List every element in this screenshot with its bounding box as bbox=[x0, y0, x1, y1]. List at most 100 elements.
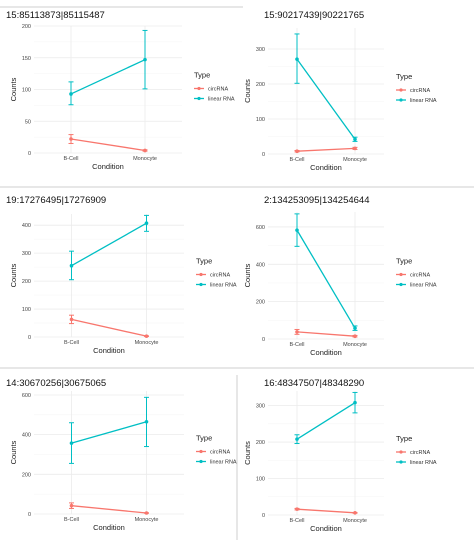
series-line bbox=[296, 402, 356, 440]
legend-label: circRNA bbox=[410, 450, 430, 456]
data-point bbox=[353, 137, 357, 142]
y-tick-label: 200 bbox=[256, 440, 265, 446]
legend-key-point bbox=[199, 272, 203, 277]
series-line bbox=[70, 59, 146, 95]
y-tick-label: 200 bbox=[22, 472, 31, 478]
y-tick-label: 400 bbox=[22, 223, 31, 229]
y-axis-title: Counts bbox=[9, 263, 18, 287]
data-point bbox=[295, 57, 299, 61]
data-point bbox=[353, 146, 357, 151]
y-axis-title: Counts bbox=[243, 263, 252, 287]
y-tick-label: 200 bbox=[22, 279, 31, 285]
legend-key-point bbox=[197, 96, 201, 101]
y-tick-label: 400 bbox=[22, 433, 31, 439]
series-line bbox=[296, 147, 356, 152]
data-point bbox=[69, 263, 74, 268]
legend-key-point bbox=[399, 98, 403, 102]
x-tick-label: B-Cell bbox=[64, 517, 79, 523]
legend-key-point bbox=[399, 272, 403, 277]
x-axis-title: Condition bbox=[310, 163, 342, 172]
x-tick-label: Monocyte bbox=[343, 518, 367, 524]
y-tick-label: 0 bbox=[28, 335, 31, 341]
y-axis-title: Counts bbox=[9, 440, 18, 464]
x-tick-label: B-Cell bbox=[64, 340, 79, 346]
legend-label: linear RNA bbox=[410, 460, 437, 466]
x-axis-title: Condition bbox=[93, 346, 125, 355]
x-axis-title: Condition bbox=[310, 524, 342, 533]
data-point bbox=[144, 334, 149, 338]
data-point bbox=[144, 419, 149, 424]
y-tick-label: 200 bbox=[256, 300, 265, 306]
legend-key-point bbox=[199, 282, 203, 287]
data-point bbox=[295, 507, 299, 511]
data-point bbox=[143, 148, 147, 153]
data-point bbox=[295, 228, 299, 232]
x-tick-label: Monocyte bbox=[343, 157, 367, 163]
x-tick-label: Monocyte bbox=[135, 517, 159, 523]
data-point bbox=[353, 326, 357, 330]
y-tick-label: 100 bbox=[256, 477, 265, 483]
y-tick-label: 0 bbox=[262, 337, 265, 343]
x-tick-label: B-Cell bbox=[64, 156, 79, 162]
legend-label: linear RNA bbox=[210, 283, 237, 289]
legend-key-point bbox=[399, 460, 403, 464]
data-point bbox=[69, 92, 73, 96]
y-tick-label: 50 bbox=[25, 119, 31, 125]
y-tick-label: 0 bbox=[28, 151, 31, 157]
chart-title: 15:85113873|85115487 bbox=[6, 10, 105, 21]
data-point bbox=[353, 400, 357, 405]
chart-title: 19:17276495|17276909 bbox=[6, 195, 106, 206]
legend-label: circRNA bbox=[210, 273, 230, 279]
y-tick-label: 100 bbox=[22, 88, 31, 94]
y-tick-label: 300 bbox=[22, 251, 31, 257]
legend-title: Type bbox=[396, 434, 412, 443]
legend-label: linear RNA bbox=[210, 460, 237, 466]
data-point bbox=[144, 221, 149, 226]
y-tick-label: 150 bbox=[22, 56, 31, 62]
data-point bbox=[69, 317, 74, 322]
y-axis-title: Counts bbox=[243, 79, 252, 103]
series-line bbox=[296, 508, 356, 514]
data-point bbox=[353, 334, 357, 338]
legend-label: circRNA bbox=[208, 87, 228, 93]
x-axis-title: Condition bbox=[93, 523, 125, 532]
series-line bbox=[71, 222, 147, 267]
legend-key-point bbox=[399, 88, 403, 92]
y-tick-label: 100 bbox=[22, 307, 31, 313]
series-line bbox=[71, 505, 147, 514]
x-tick-label: Monocyte bbox=[135, 340, 159, 346]
data-point bbox=[69, 503, 74, 508]
legend-title: Type bbox=[396, 257, 412, 266]
x-tick-label: B-Cell bbox=[290, 342, 305, 348]
data-point bbox=[353, 511, 357, 515]
data-point bbox=[69, 137, 73, 141]
y-axis-title: Counts bbox=[9, 77, 18, 101]
data-point bbox=[295, 330, 299, 334]
legend-key-point bbox=[399, 282, 403, 287]
x-axis-title: Condition bbox=[92, 162, 124, 171]
data-point bbox=[143, 57, 147, 62]
legend-key-point bbox=[199, 459, 203, 464]
legend-label: circRNA bbox=[410, 88, 430, 94]
data-point bbox=[295, 437, 299, 441]
legend-key-point bbox=[199, 449, 203, 454]
y-tick-label: 200 bbox=[22, 24, 31, 30]
y-tick-label: 400 bbox=[256, 262, 265, 268]
data-point bbox=[144, 511, 149, 515]
legend-key-point bbox=[399, 450, 403, 454]
y-tick-label: 0 bbox=[262, 152, 265, 158]
legend-title: Type bbox=[196, 434, 212, 443]
data-point bbox=[295, 149, 299, 153]
x-tick-label: B-Cell bbox=[290, 518, 305, 524]
x-axis-title: Condition bbox=[310, 348, 342, 357]
series-line bbox=[296, 331, 356, 337]
legend-label: linear RNA bbox=[410, 283, 437, 289]
chart-title: 16:48347507|48348290 bbox=[264, 378, 364, 389]
y-tick-label: 300 bbox=[256, 404, 265, 410]
series-line bbox=[296, 58, 356, 140]
y-tick-label: 200 bbox=[256, 82, 265, 88]
series-line bbox=[71, 421, 147, 444]
chart-title: 15:90217439|90221765 bbox=[264, 10, 364, 21]
y-tick-label: 100 bbox=[256, 117, 265, 123]
legend-title: Type bbox=[196, 257, 212, 266]
